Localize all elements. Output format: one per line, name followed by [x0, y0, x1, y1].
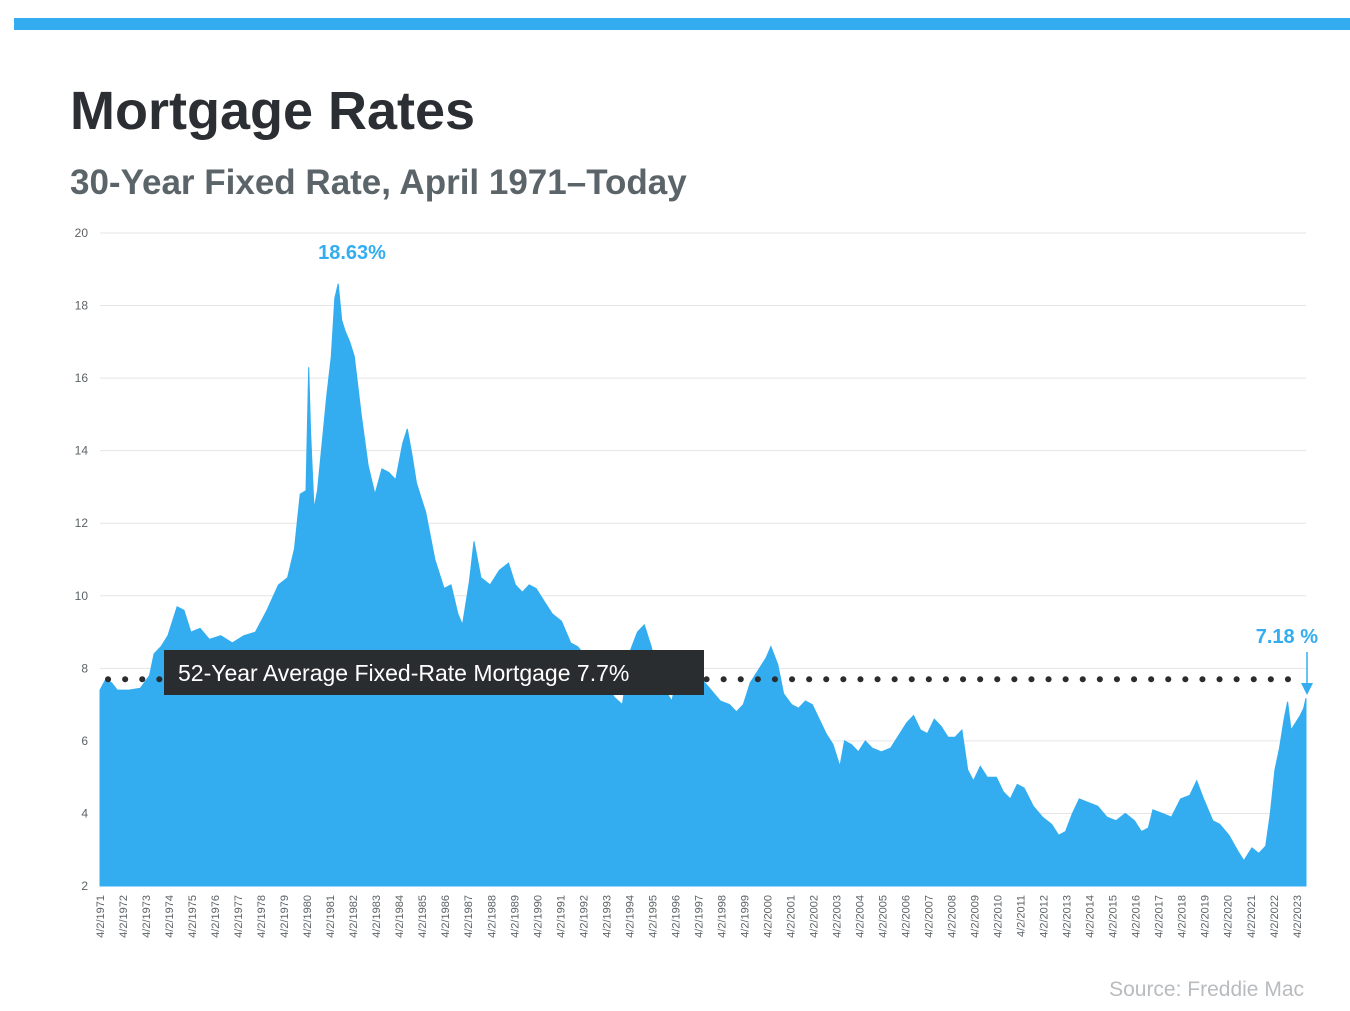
x-tick-label: 4/2/1998	[716, 895, 728, 938]
page-title: Mortgage Rates	[70, 81, 476, 141]
x-tick-label: 4/2/2006	[901, 895, 913, 938]
average-label: 52-Year Average Fixed-Rate Mortgage 7.7%	[178, 660, 629, 686]
top-accent-bar	[14, 18, 1350, 30]
x-tick-label: 4/2/1987	[463, 895, 475, 938]
y-tick-label: 4	[81, 806, 88, 820]
x-tick-label: 4/2/1979	[279, 895, 291, 938]
x-tick-label: 4/2/1983	[371, 895, 383, 938]
x-tick-label: 4/2/1975	[187, 895, 199, 938]
x-tick-label: 4/2/2010	[993, 895, 1005, 938]
x-tick-label: 4/2/2000	[762, 895, 774, 938]
x-tick-label: 4/2/1982	[348, 895, 360, 938]
x-tick-label: 4/2/1994	[624, 895, 636, 938]
x-tick-label: 4/2/1981	[325, 895, 337, 938]
x-tick-label: 4/2/2012	[1039, 895, 1051, 938]
y-tick-label: 16	[75, 371, 89, 385]
x-tick-label: 4/2/2014	[1085, 895, 1097, 938]
x-tick-label: 4/2/1974	[164, 895, 176, 938]
x-tick-label: 4/2/1972	[118, 895, 130, 938]
x-tick-label: 4/2/2001	[786, 895, 798, 938]
y-tick-label: 2	[81, 879, 88, 893]
rate-area	[99, 283, 1307, 887]
x-tick-label: 4/2/2015	[1108, 895, 1120, 938]
y-tick-label: 8	[81, 661, 88, 675]
x-tick-label: 4/2/1986	[440, 895, 452, 938]
x-tick-label: 4/2/2022	[1269, 895, 1281, 938]
x-tick-label: 4/2/1997	[693, 895, 705, 938]
x-tick-label: 4/2/1971	[95, 895, 107, 938]
x-tick-label: 4/2/2004	[855, 895, 867, 938]
y-tick-label: 20	[75, 226, 89, 240]
x-tick-label: 4/2/2016	[1131, 895, 1143, 938]
x-tick-label: 4/2/1995	[647, 895, 659, 938]
x-tick-label: 4/2/2017	[1154, 895, 1166, 938]
x-tick-label: 4/2/1978	[256, 895, 268, 938]
x-tick-label: 4/2/2007	[924, 895, 936, 938]
x-tick-label: 4/2/2013	[1062, 895, 1074, 938]
page-subtitle: 30-Year Fixed Rate, April 1971–Today	[70, 163, 687, 202]
x-tick-label: 4/2/2020	[1223, 895, 1235, 938]
x-tick-label: 4/2/1980	[302, 895, 314, 938]
area-series	[99, 283, 1307, 887]
x-tick-label: 4/2/1976	[210, 895, 222, 938]
x-tick-label: 4/2/1984	[394, 895, 406, 938]
y-tick-label: 6	[81, 734, 88, 748]
x-axis-ticks: 4/2/1971 4/2/1972 4/2/1973 4/2/1974 4/2/1975…	[95, 895, 1304, 938]
x-tick-label: 4/2/2002	[809, 895, 821, 938]
source-note: Source: Freddie Mac	[1109, 978, 1304, 1001]
peak-value-label: 18.63%	[318, 242, 386, 264]
x-tick-label: 4/2/2018	[1177, 895, 1189, 938]
x-tick-label: 4/2/2023	[1292, 895, 1304, 938]
x-tick-label: 4/2/1988	[486, 895, 498, 938]
x-tick-label: 4/2/1990	[532, 895, 544, 938]
y-tick-label: 12	[75, 516, 89, 530]
y-axis-ticks: 2 4 6 8 10 12 14 16 18 20	[75, 226, 89, 893]
y-tick-label: 18	[75, 299, 89, 313]
x-tick-label: 4/2/2021	[1246, 895, 1258, 938]
x-tick-label: 4/2/2019	[1200, 895, 1212, 938]
y-tick-label: 10	[75, 589, 89, 603]
average-label-box	[164, 650, 704, 695]
current-value-label: 7.18 %	[1256, 626, 1318, 648]
x-tick-label: 4/2/2009	[970, 895, 982, 938]
arrow-down-icon	[1301, 683, 1313, 695]
x-tick-label: 4/2/2003	[832, 895, 844, 938]
x-tick-label: 4/2/1985	[417, 895, 429, 938]
x-tick-label: 4/2/2008	[947, 895, 959, 938]
x-tick-label: 4/2/1989	[509, 895, 521, 938]
average-line-group: 52-Year Average Fixed-Rate Mortgage 7.7%	[105, 650, 1295, 695]
x-tick-label: 4/2/1996	[670, 895, 682, 938]
x-tick-label: 4/2/1993	[601, 895, 613, 938]
y-tick-label: 14	[75, 444, 89, 458]
x-tick-label: 4/2/2005	[878, 895, 890, 938]
x-tick-label: 4/2/1991	[555, 895, 567, 938]
x-tick-label: 4/2/1977	[233, 895, 245, 938]
x-tick-label: 4/2/2011	[1016, 895, 1028, 937]
x-tick-label: 4/2/1992	[578, 895, 590, 938]
x-tick-label: 4/2/1973	[141, 895, 153, 938]
annotations: 18.63% 7.18 %	[318, 242, 1318, 695]
x-tick-label: 4/2/1999	[739, 895, 751, 938]
